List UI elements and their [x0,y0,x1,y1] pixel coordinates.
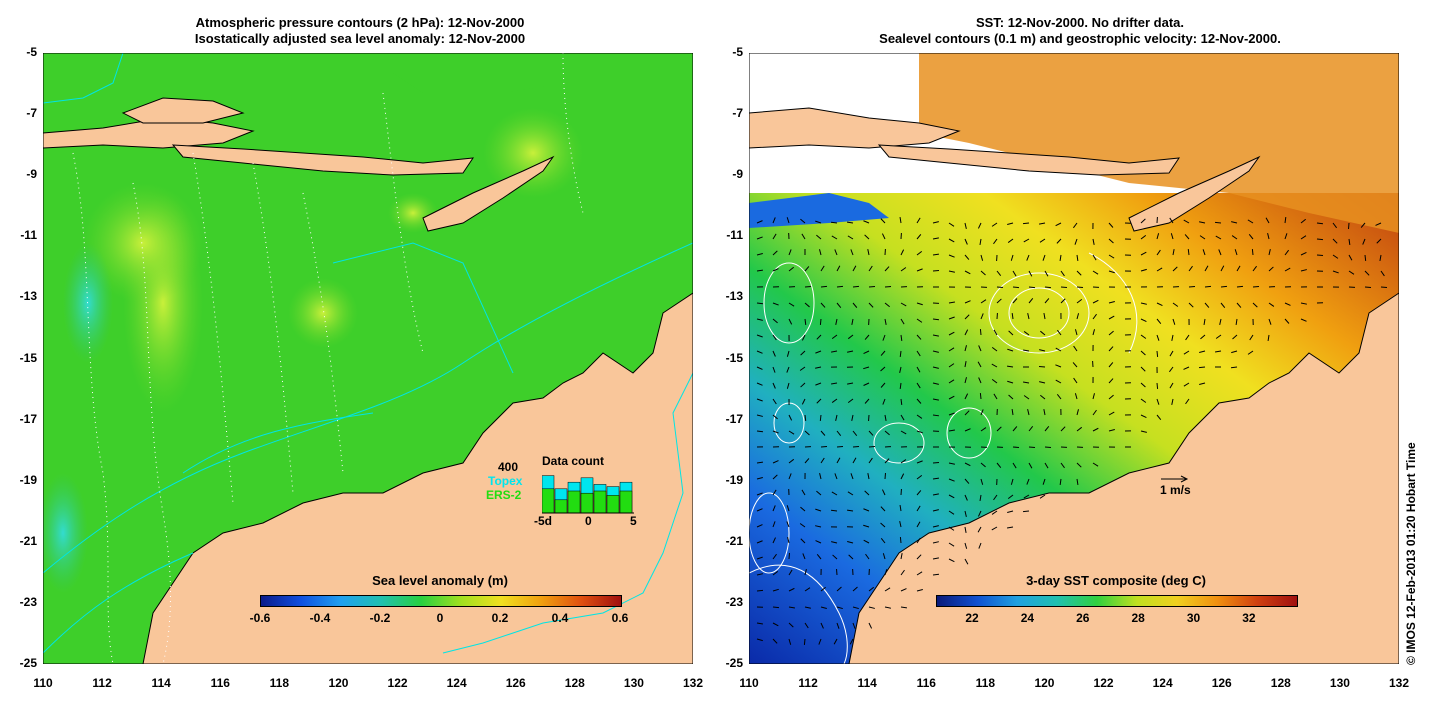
left-xtick: 120 [328,676,349,690]
right-ytick: -5 [732,45,743,59]
ers-bar [554,499,568,514]
right-lesser-sunda [877,144,1181,176]
left-colorbar-title: Sea level anomaly (m) [372,573,508,588]
right-xtick: 122 [1093,676,1114,690]
left-colorbar-tick: -0.4 [309,611,331,625]
ers-bar [567,490,581,514]
left-xtick: 116 [210,676,230,690]
right-xtick: 130 [1329,676,1350,690]
left-ytick: -19 [19,472,37,487]
ers-label: ERS-2 [486,488,522,502]
left-xtick: 114 [151,676,171,690]
left-colorbar-tick: -0.6 [249,611,271,625]
left-ytick: -9 [26,167,37,182]
right-xtick: 114 [857,676,877,690]
right-xtick: 112 [798,676,818,690]
left-ytick: -13 [19,289,37,304]
right-xtick: 124 [1152,676,1173,690]
right-ytick: -15 [725,350,743,365]
left-xtick: 112 [92,676,112,690]
left-xtick: 130 [623,676,644,690]
left-map [43,53,693,664]
right-ytick: -11 [726,228,743,243]
left-xtick: 110 [33,676,53,690]
left-ytick: -7 [26,106,37,121]
right-ytick: -25 [725,656,743,670]
right-ytick: -13 [725,289,743,304]
left-xtick: 128 [564,676,585,690]
topex-label: Topex [488,474,523,488]
ers-bar [542,488,555,514]
left-xtick: 124 [446,676,467,690]
left-lesser-sunda [171,144,475,176]
right-xtick: 132 [1388,676,1410,690]
right-ytick: -19 [725,472,743,487]
ers-bar [606,495,620,514]
left-ytick: -25 [19,656,37,670]
ers-bar [593,490,607,514]
data-count-inset: Data count 400 Topex ERS-2 -5d 0 5 [480,452,640,532]
left-colorbar-tick: -0.2 [369,611,391,625]
left-xtick: 132 [682,676,704,690]
left-ytick: -5 [26,45,37,59]
dc-xtick-0: -5d [534,514,552,528]
left-ytick: -21 [19,533,37,548]
right-colorbar-title: 3-day SST composite (deg C) [1026,573,1206,588]
left-colorbar-tick: 0.4 [551,611,569,625]
velocity-scale-label: 1 m/s [1160,483,1191,497]
left-xtick: 126 [505,676,526,690]
left-ytick: -17 [19,411,37,426]
ers-bar [580,492,594,514]
right-colorbar-tick: 26 [1076,611,1090,625]
left-colorbar-tick: 0.6 [611,611,629,625]
left-title: Atmospheric pressure contours (2 hPa): 1… [140,15,580,47]
data-count-max: 400 [498,460,519,474]
left-australia [142,292,693,664]
left-java [43,117,255,149]
right-title-line1: SST: 12-Nov-2000. No drifter data. [975,15,1185,30]
left-xtick: 122 [387,676,408,690]
left-ytick: -11 [20,228,37,243]
right-xtick: 128 [1270,676,1291,690]
left-north-land [363,53,693,103]
right-xtick: 126 [1211,676,1232,690]
right-title: SST: 12-Nov-2000. No drifter data. Seale… [800,15,1360,47]
ers-bar [619,490,633,514]
right-australia [848,292,1399,664]
right-colorbar-tick: 28 [1131,611,1145,625]
left-ytick: -23 [19,594,37,609]
left-colorbar-tick: 0.2 [491,611,509,625]
right-xtick: 120 [1034,676,1055,690]
left-colorbar-tick: 0 [436,611,444,625]
right-ytick: -23 [725,594,743,609]
left-timor [422,155,555,232]
dc-xtick-1: 0 [585,514,592,528]
right-java [749,107,961,149]
dc-xtick-2: 5 [630,514,637,528]
right-map [749,53,1399,664]
right-timor [1128,155,1261,232]
left-colorbar [260,595,622,607]
right-colorbar-tick: 32 [1242,611,1256,625]
right-xtick: 116 [916,676,936,690]
right-colorbar-tick: 30 [1186,611,1201,625]
right-title-line2: Sealevel contours (0.1 m) and geostrophi… [879,31,1281,46]
credit-text: © IMOS 12-Feb-2013 01:20 Hobart Time [1404,442,1418,665]
right-xtick: 110 [739,676,759,690]
right-colorbar [936,595,1298,607]
left-title-line1: Atmospheric pressure contours (2 hPa): 1… [195,15,525,30]
left-xtick: 118 [269,676,290,690]
right-xtick: 118 [975,676,996,690]
right-ytick: -7 [732,106,743,121]
right-colorbar-tick: 22 [965,611,979,625]
data-count-title: Data count [542,454,605,468]
right-ytick: -21 [725,533,743,548]
right-ytick: -9 [732,167,743,182]
left-flores-north [121,97,245,124]
left-ytick: -15 [19,350,37,365]
data-count-bars [542,475,634,514]
left-title-line2: Isostatically adjusted sea level anomaly… [194,31,526,46]
right-ytick: -17 [725,411,743,426]
right-colorbar-tick: 24 [1020,611,1035,625]
